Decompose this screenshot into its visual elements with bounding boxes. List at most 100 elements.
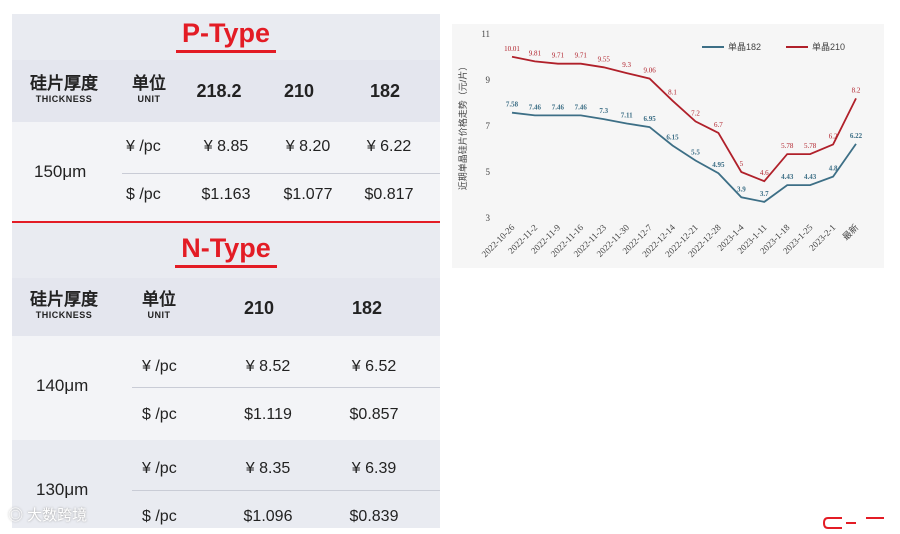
data-label: 6.15 xyxy=(666,134,679,142)
n-unit-header: 单位 UNIT xyxy=(134,290,184,321)
n-cny-182-130: ¥ 6.39 xyxy=(351,460,397,477)
n-size-182-header: 182 xyxy=(351,298,383,318)
data-label: 9.81 xyxy=(529,49,542,57)
data-label: 7.46 xyxy=(552,103,565,111)
p-unit-cny: ¥ /pc xyxy=(126,138,161,155)
watermark-text: 大数跨境 xyxy=(27,507,88,524)
watermark-logo-icon: ◎ xyxy=(8,507,28,524)
p-cny-210: ¥ 8.20 xyxy=(285,138,331,155)
p-type-header-row: 硅片厚度 THICKNESS 单位 UNIT 218.2 210 182 xyxy=(12,60,440,122)
p-size-218-header: 218.2 xyxy=(196,81,242,101)
x-tick-label: 最新 xyxy=(840,222,861,243)
p-thickness-header-cn: 硅片厚度 xyxy=(30,74,98,93)
y-tick-label: 9 xyxy=(486,75,491,85)
data-label: 7.58 xyxy=(506,101,519,109)
data-label: 4.43 xyxy=(804,173,817,181)
data-label: 3.7 xyxy=(760,190,769,198)
data-label: 4.43 xyxy=(781,173,794,181)
p-type-title-text: P-Type xyxy=(175,18,276,53)
n-unit-header-en: UNIT xyxy=(147,310,171,320)
p-row-divider xyxy=(122,173,440,174)
data-label: 8.2 xyxy=(852,86,861,94)
data-label: 6.2 xyxy=(829,132,838,140)
data-label: 9.71 xyxy=(552,52,565,60)
n-usd-210-140: $1.119 xyxy=(244,406,292,423)
y-tick-label: 7 xyxy=(486,121,491,131)
n-usd-182-140: $0.857 xyxy=(349,406,399,423)
price-trend-chart-svg: 357911近期单晶硅片价格走势（元/片）2022-10-262022-11-2… xyxy=(457,29,863,259)
data-label: 9.3 xyxy=(622,61,631,69)
data-label: 5.78 xyxy=(781,142,794,150)
data-label: 6.7 xyxy=(714,121,723,129)
data-label: 7.2 xyxy=(691,109,700,117)
n-thickness-130: 130μm xyxy=(36,480,89,499)
p-size-210-header: 210 xyxy=(283,81,315,101)
legend-label-182: 单晶182 xyxy=(728,41,761,52)
n-cny-182-140: ¥ 6.52 xyxy=(351,358,397,375)
brand-logo-icon xyxy=(822,517,884,529)
data-label: 4.6 xyxy=(760,169,769,177)
data-label: 10.01 xyxy=(504,45,520,53)
p-unit-header-en: UNIT xyxy=(137,94,161,104)
watermark: ◎ 大数跨境 xyxy=(8,504,87,525)
n-thickness-header: 硅片厚度 THICKNESS xyxy=(22,290,106,321)
p-thickness-header: 硅片厚度 THICKNESS xyxy=(22,74,106,105)
n-type-130-rows: 130μm ¥ /pc ¥ 8.35 ¥ 6.39 $ /pc $1.096 $… xyxy=(12,440,440,528)
n-row-divider-130 xyxy=(132,490,440,491)
series-line-210 xyxy=(511,55,857,183)
series-line-182 xyxy=(511,111,857,203)
y-axis-label: 近期单晶硅片价格走势（元/片） xyxy=(457,62,468,191)
n-cny-210-140: ¥ 8.52 xyxy=(245,358,291,375)
data-label: 5 xyxy=(740,160,744,168)
data-label: 6.22 xyxy=(850,132,863,140)
p-usd-210: $1.077 xyxy=(283,186,333,203)
data-label: 9.06 xyxy=(643,67,656,75)
p-unit-header: 单位 UNIT xyxy=(124,74,174,105)
y-tick-label: 3 xyxy=(486,213,491,223)
n-type-header-row: 硅片厚度 THICKNESS 单位 UNIT 210 182 xyxy=(12,278,440,336)
n-thickness-header-cn: 硅片厚度 xyxy=(30,290,98,309)
n-thickness-header-en: THICKNESS xyxy=(35,310,93,320)
data-label: 3.9 xyxy=(737,185,746,193)
n-type-title-text: N-Type xyxy=(175,233,277,268)
p-thickness-150: 150μm xyxy=(34,162,87,181)
p-usd-218: $1.163 xyxy=(201,186,251,203)
p-type-title: P-Type xyxy=(12,18,440,53)
p-usd-182: $0.817 xyxy=(364,186,414,203)
data-label: 7.46 xyxy=(529,103,542,111)
data-label: 4.8 xyxy=(829,165,838,173)
price-table-panel: P-Type 硅片厚度 THICKNESS 单位 UNIT 218.2 210 … xyxy=(12,14,440,528)
data-label: 4.95 xyxy=(712,161,725,169)
legend-label-210: 单晶210 xyxy=(812,41,845,52)
y-tick-label: 5 xyxy=(486,167,491,177)
p-thickness-header-en: THICKNESS xyxy=(35,94,93,104)
data-label: 7.11 xyxy=(621,111,633,119)
price-trend-chart: 3 5 7 9 11 近期单晶硅片价格走势（元/片） 2022-10-26 2022-11-2… xyxy=(452,24,884,268)
data-label: 5.5 xyxy=(691,149,700,157)
data-label: 8.1 xyxy=(668,89,677,97)
n-type-140-rows: 140μm ¥ /pc ¥ 8.52 ¥ 6.52 $ /pc $1.119 $… xyxy=(12,336,440,440)
n-type-title: N-Type xyxy=(12,233,440,268)
data-label: 9.55 xyxy=(598,55,611,63)
n-unit-usd-140: $ /pc xyxy=(142,406,177,423)
n-unit-cny-130: ¥ /pc xyxy=(142,460,177,477)
n-usd-210-130: $1.096 xyxy=(243,508,293,525)
section-divider xyxy=(12,221,440,223)
p-size-182-header: 182 xyxy=(369,81,401,101)
n-cny-210-130: ¥ 8.35 xyxy=(245,460,291,477)
data-label: 5.78 xyxy=(804,142,817,150)
p-unit-header-cn: 单位 xyxy=(132,74,166,93)
p-cny-182: ¥ 6.22 xyxy=(366,138,412,155)
y-tick-label: 11 xyxy=(481,29,490,39)
data-label: 7.46 xyxy=(575,103,588,111)
n-size-210-header: 210 xyxy=(243,298,275,318)
p-type-150-rows: 150μm ¥ /pc ¥ 8.85 ¥ 8.20 ¥ 6.22 $ /pc $… xyxy=(12,122,440,222)
n-unit-cny-140: ¥ /pc xyxy=(142,358,177,375)
data-label: 7.3 xyxy=(599,107,608,115)
p-cny-218: ¥ 8.85 xyxy=(203,138,249,155)
data-label: 6.95 xyxy=(643,115,656,123)
n-thickness-140: 140μm xyxy=(36,376,89,395)
n-unit-header-cn: 单位 xyxy=(142,290,176,309)
n-row-divider-140 xyxy=(132,387,440,388)
n-usd-182-130: $0.839 xyxy=(349,508,399,525)
